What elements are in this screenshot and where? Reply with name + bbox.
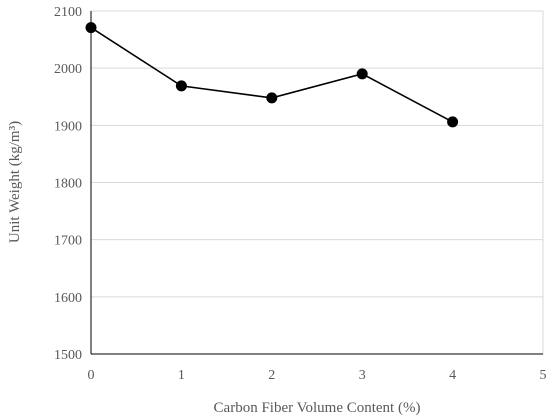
x-tick-label: 0 [88,368,95,383]
axes [90,11,543,355]
y-tick-label: 2100 [54,5,82,20]
data-point [85,22,97,34]
x-tick-label: 1 [178,368,185,383]
y-axis-title: Unit Weight (kg/m³) [7,121,23,243]
y-tick-label: 1900 [54,119,82,134]
series-group [85,22,459,128]
y-tick-label: 2000 [54,62,82,77]
x-tick-label: 2 [268,368,275,383]
y-tick-label: 1800 [54,177,82,192]
gridlines [91,67,543,298]
y-tick-label: 1500 [54,348,82,363]
data-point [356,68,368,80]
y-tick-label: 1700 [54,234,82,249]
data-point [266,92,278,104]
y-tick-labels: 1500 1600 1700 1800 1900 2000 2100 [54,5,82,363]
data-point [175,80,187,92]
x-axis-title: Carbon Fiber Volume Content (%) [214,400,421,416]
x-tick-label: 5 [540,368,547,383]
data-point [447,116,459,128]
x-tick-label: 3 [359,368,366,383]
y-tick-label: 1600 [54,291,82,306]
x-tick-label: 4 [449,368,456,383]
x-tick-labels: 0 1 2 3 4 5 [88,368,547,383]
